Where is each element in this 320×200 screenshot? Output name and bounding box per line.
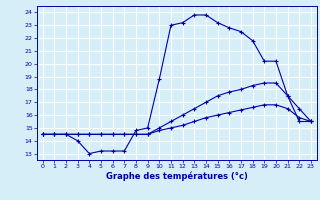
X-axis label: Graphe des températures (°c): Graphe des températures (°c) [106, 172, 248, 181]
